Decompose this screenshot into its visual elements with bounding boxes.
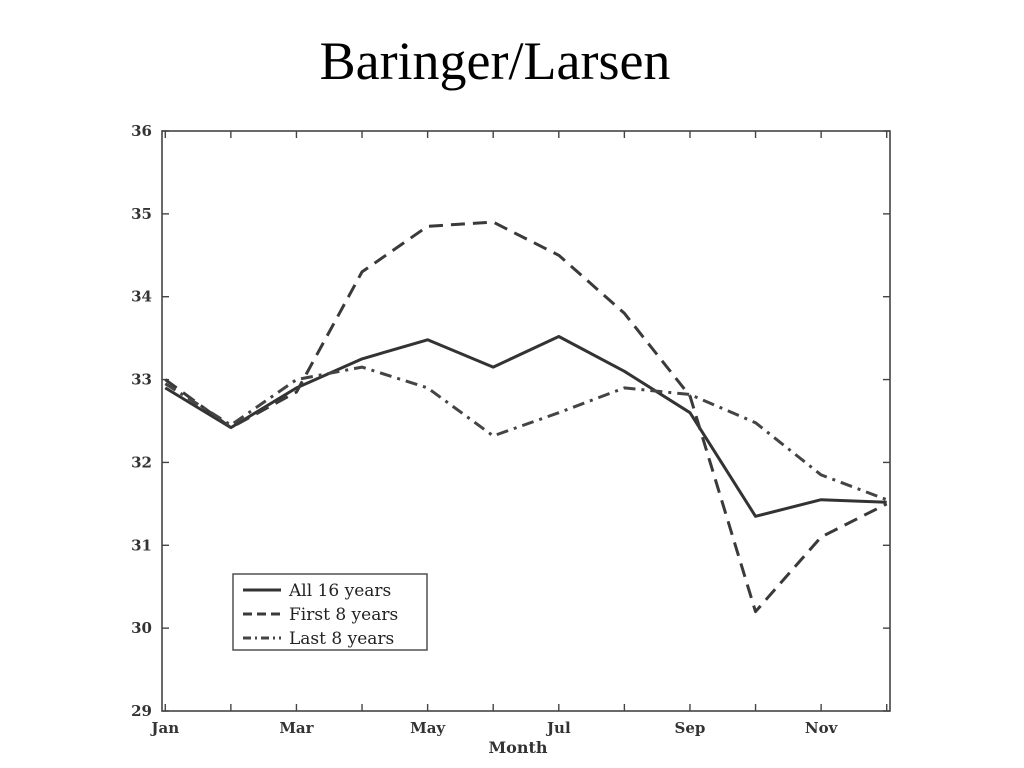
y-tick-label: 29 xyxy=(131,702,152,720)
plot-frame xyxy=(161,130,891,712)
series-line-2 xyxy=(164,220,888,614)
x-tick-label: Nov xyxy=(805,719,839,737)
legend-entry-label: All 16 years xyxy=(288,581,391,601)
slide-title: Baringer/Larsen xyxy=(319,31,671,91)
x-tick-label: Jul xyxy=(545,719,571,737)
x-tick-label: May xyxy=(410,719,446,737)
x-tick-label: Jan xyxy=(149,719,179,737)
y-tick-label: 36 xyxy=(131,122,152,140)
y-tick-label: 32 xyxy=(131,453,152,471)
y-tick-label: 31 xyxy=(131,536,152,554)
series-line-3 xyxy=(164,365,888,502)
series-line-1 xyxy=(164,335,887,518)
x-tick-label: Mar xyxy=(279,719,314,737)
x-axis: Jan Mar May Jul Sep Nov xyxy=(149,131,888,737)
plot-area-frame xyxy=(161,130,891,712)
legend-entry-label: Last 8 years xyxy=(289,629,394,649)
series-lines xyxy=(164,220,888,614)
y-tick-label: 34 xyxy=(131,288,152,306)
x-tick-label: Sep xyxy=(675,719,706,737)
legend: All 16 years First 8 years Last 8 years xyxy=(232,573,428,651)
x-axis-title: Month xyxy=(488,738,547,757)
legend-entry-label: First 8 years xyxy=(289,605,398,625)
y-tick-label: 30 xyxy=(131,619,152,637)
y-tick-label: 35 xyxy=(131,205,152,223)
y-axis: 29 30 31 32 33 34 35 36 xyxy=(131,122,890,720)
y-tick-label: 33 xyxy=(131,371,152,389)
